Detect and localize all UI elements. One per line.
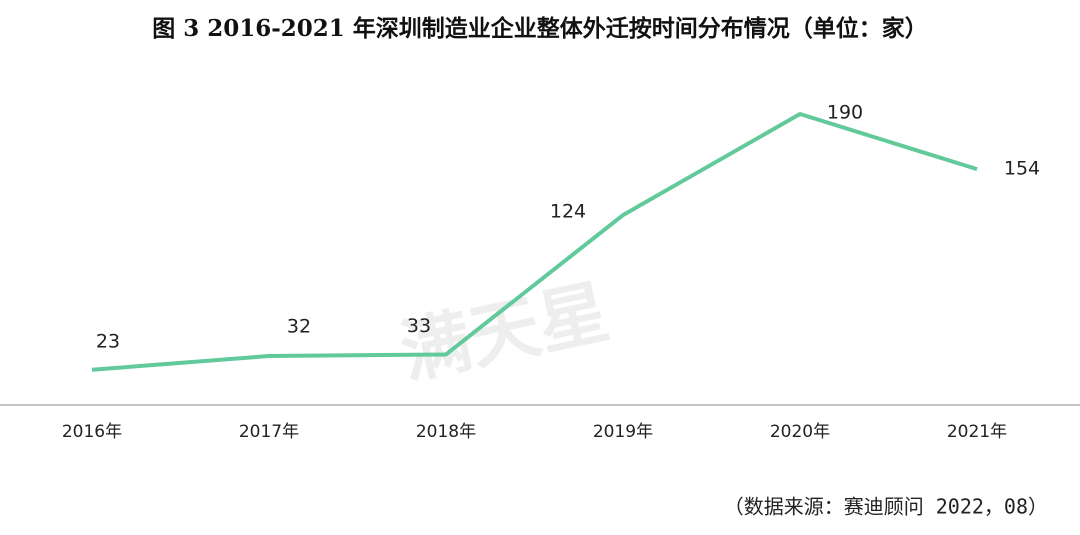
x-tick-label: 2018年 [416,422,476,442]
value-label: 190 [827,102,863,124]
chart-title: 图 3 2016-2021 年深圳制造业企业整体外迁按时间分布情况（单位：家） [152,15,928,42]
x-tick-label: 2019年 [593,422,653,442]
value-label: 32 [287,315,311,337]
value-label: 23 [96,330,120,352]
value-label: 124 [550,201,586,223]
x-tick-label: 2020年 [770,422,830,442]
x-tick-label: 2017年 [239,422,299,442]
x-tick-label: 2021年 [947,422,1007,442]
data-line [91,112,978,372]
value-label: 33 [407,315,431,337]
x-tick-label: 2016年 [62,422,122,442]
value-label: 154 [1004,158,1040,180]
source-note: （数据来源：赛迪顾问 2022，08） [724,495,1048,519]
